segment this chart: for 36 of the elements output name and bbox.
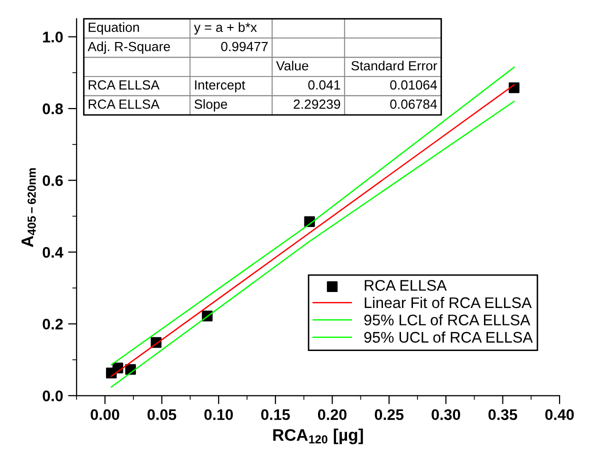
legend-label: 95% LCL of RCA ELLSA — [364, 314, 530, 326]
x-tick-label: 0.15 — [261, 409, 290, 420]
x-tick-label: 0.00 — [90, 409, 120, 420]
x-tick-label: 0.25 — [374, 409, 404, 420]
y-tick-label: 1.0 — [43, 32, 63, 42]
annotation: RCA ELLSA — [88, 80, 160, 90]
annotation: Value — [276, 60, 308, 70]
annotation: 0.99477 — [221, 42, 268, 52]
y-axis-title: A$_{405−620nm}$ — [22, 168, 36, 248]
annotation: 2.29239 — [294, 100, 340, 109]
legend-label: RCA ELLSA — [364, 280, 447, 291]
annotation: Adj. R-Square — [88, 42, 170, 54]
y-tick-label: 0.6 — [42, 175, 63, 186]
annotation: RCA ELLSA — [88, 100, 160, 109]
y-tick-label: 0.0 — [42, 390, 63, 402]
annotation: y = a + b*x — [194, 22, 257, 35]
annotation: Equation — [88, 22, 139, 35]
point — [508, 82, 520, 94]
y-tick-label: 0.2 — [42, 318, 63, 330]
annotation: 0.01064 — [390, 80, 437, 90]
legend-label: 95% UCL of RCA ELLSA — [364, 332, 533, 343]
y-tick-label: 0.4 — [42, 246, 64, 258]
annotation: 0.06784 — [390, 100, 437, 109]
legend-label: Linear Fit of RCA ELLSA — [364, 296, 532, 308]
x-tick-label: 0.40 — [545, 409, 574, 420]
x-tick-label: 0.10 — [204, 409, 233, 420]
annotation: 0.041 — [308, 80, 340, 90]
annotation: Slope — [194, 99, 228, 112]
x-tick-label: 0.30 — [432, 409, 460, 420]
x-tick-label: 0.35 — [488, 409, 518, 420]
annotation: Intercept — [195, 80, 246, 92]
x-tick-label: 0.20 — [318, 409, 347, 420]
x-tick-label: 0.05 — [148, 409, 176, 420]
y-tick-label: 0.8 — [42, 103, 63, 114]
x-axis-title: RCA$_{120}$ [µg] — [273, 428, 363, 444]
annotation: Standard Error — [351, 60, 438, 70]
